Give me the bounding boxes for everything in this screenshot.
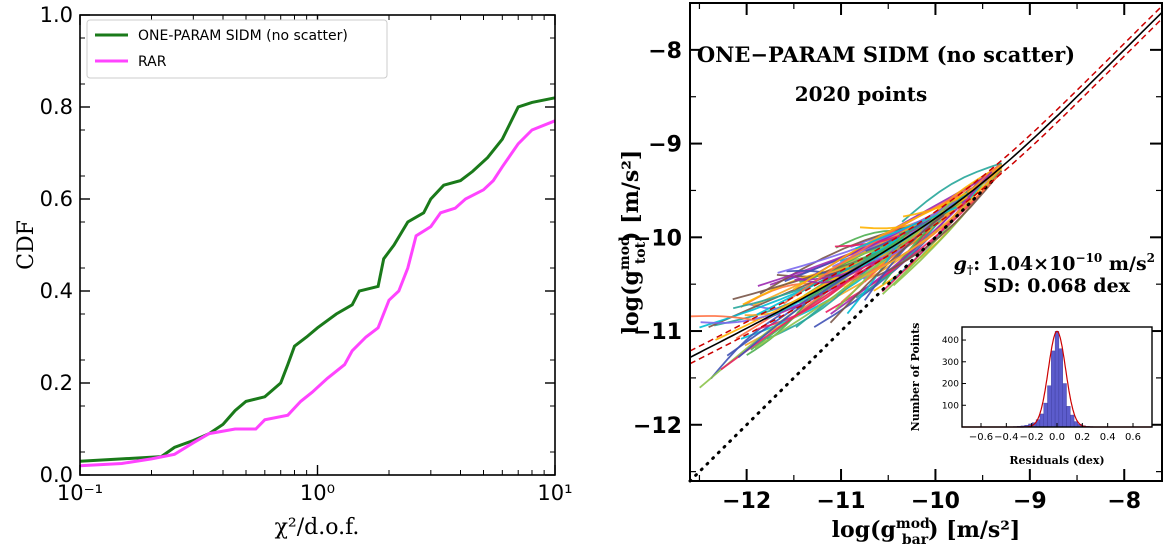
rar-y-tick-label: −8	[648, 39, 682, 64]
cdf-legend: ONE-PARAM SIDM (no scatter) RAR	[86, 19, 388, 79]
cdf-x-tick-label: 10¹	[537, 481, 572, 505]
inset-bar	[1058, 348, 1063, 428]
rar-axes-frame	[689, 2, 1163, 482]
rar-chart: −12 −11 −10 −9 −8 −12 −11 −10 −9 −8 ONE−PARAM SID…	[617, 2, 1163, 548]
inset-x-tick-label: −0.6	[969, 432, 993, 443]
cdf-legend-box	[86, 19, 388, 79]
rar-x-tick-label: −11	[817, 489, 866, 514]
sd-label: SD: 0.068 dex	[983, 275, 1130, 297]
cdf-axes-frame	[79, 14, 556, 476]
inset-bar	[1039, 413, 1044, 428]
cdf-y-axis-label: CDF	[14, 220, 39, 270]
cdf-y-tick-label: 1.0	[40, 3, 73, 27]
inset-x-tick-label: 0.2	[1074, 432, 1090, 443]
cdf-x-axis-label: χ²/d.o.f.	[275, 515, 360, 540]
inset-bar	[1066, 406, 1071, 428]
cdf-series-line-1	[79, 119, 556, 468]
cdf-chart: 0.0 0.2 0.4 0.6 0.8 1.0 10⁻¹ 10⁰ 10¹ CDF χ²/d.o.…	[14, 3, 573, 540]
rar-x-tick-label: −12	[722, 489, 771, 514]
inset-bar	[1062, 383, 1067, 428]
galaxy-curve	[690, 315, 756, 322]
inset-x-tick-label: 0.6	[1125, 432, 1141, 443]
cdf-y-tick-label: 0.6	[40, 187, 73, 211]
cdf-legend-label-sidm: ONE-PARAM SIDM (no scatter)	[138, 28, 348, 44]
inset-bar	[1073, 421, 1079, 428]
galaxy-curve	[759, 219, 928, 295]
cdf-legend-label-rar: RAR	[138, 54, 167, 70]
rar-x-tick-label: −8	[1107, 489, 1141, 514]
cdf-x-tick-label: 10⁻¹	[57, 481, 103, 505]
inset-x-tick-label: 0.4	[1100, 432, 1116, 443]
rar-title: ONE−PARAM SIDM (no scatter)	[697, 42, 1075, 67]
rar-x-axis-label: log(gmod bar) [m/s²]	[832, 516, 1021, 548]
residuals-inset: −0.6 −0.4 −0.2 0.0 0.2 0.4 0.6 100 200 300 400 Res…	[909, 323, 1153, 467]
fit-band-lower	[689, 18, 1163, 365]
galaxy-curve	[876, 170, 1003, 277]
galaxy-curve	[901, 162, 1002, 223]
cdf-series-line-0	[79, 96, 556, 463]
fit-band-upper	[689, 5, 1163, 352]
galaxy-curve	[732, 240, 900, 310]
g-dagger-label: g†: 1.04×10−10 m/s2	[954, 251, 1155, 277]
rar-y-tick-label: −11	[633, 320, 682, 345]
inset-x-tick-label: −0.2	[1020, 432, 1044, 443]
inset-y-tick-label: 200	[942, 380, 959, 390]
rar-x-tick-label: −9	[1013, 489, 1047, 514]
galaxy-curve	[746, 298, 811, 356]
inset-y-axis-label: Number of Points	[909, 323, 922, 432]
rar-y-tick-label: −12	[633, 414, 682, 439]
cdf-y-tick-label: 0.4	[40, 279, 73, 303]
rar-x-tick-label: −10	[911, 489, 960, 514]
rar-y-tick-label: −9	[648, 133, 682, 158]
rar-points-count: 2020 points	[795, 82, 928, 106]
cdf-x-tick-label: 10⁰	[300, 481, 335, 505]
inset-x-axis-label: Residuals (dex)	[1009, 454, 1104, 467]
rar-y-axis-label: log(gmodtot) [m/s²]	[617, 150, 649, 335]
inset-bar	[1054, 331, 1060, 428]
cdf-y-tick-label: 0.0	[40, 463, 73, 487]
inset-bar	[1047, 385, 1052, 428]
cdf-y-tick-label: 0.8	[40, 95, 73, 119]
inset-x-tick-label: 0.0	[1049, 432, 1065, 443]
inset-x-tick-label: −0.4	[994, 432, 1018, 443]
galaxy-curve	[699, 227, 916, 329]
galaxy-curve	[752, 209, 940, 307]
inset-bar	[1070, 414, 1075, 428]
rar-y-tick-label: −10	[633, 226, 682, 251]
inset-y-tick-label: 100	[942, 401, 959, 411]
rar-fit-line	[689, 11, 1163, 359]
galaxy-curve	[737, 267, 859, 359]
galaxy-curve	[700, 312, 776, 324]
galaxy-curve	[710, 313, 781, 380]
inset-y-tick-label: 300	[942, 358, 959, 368]
inset-bar	[1051, 350, 1056, 428]
inset-y-tick-label: 400	[942, 336, 959, 346]
one-to-one-line	[688, 179, 994, 483]
galaxy-curve	[792, 192, 967, 291]
inset-bar	[1043, 402, 1048, 428]
cdf-y-tick-label: 0.2	[40, 371, 73, 395]
